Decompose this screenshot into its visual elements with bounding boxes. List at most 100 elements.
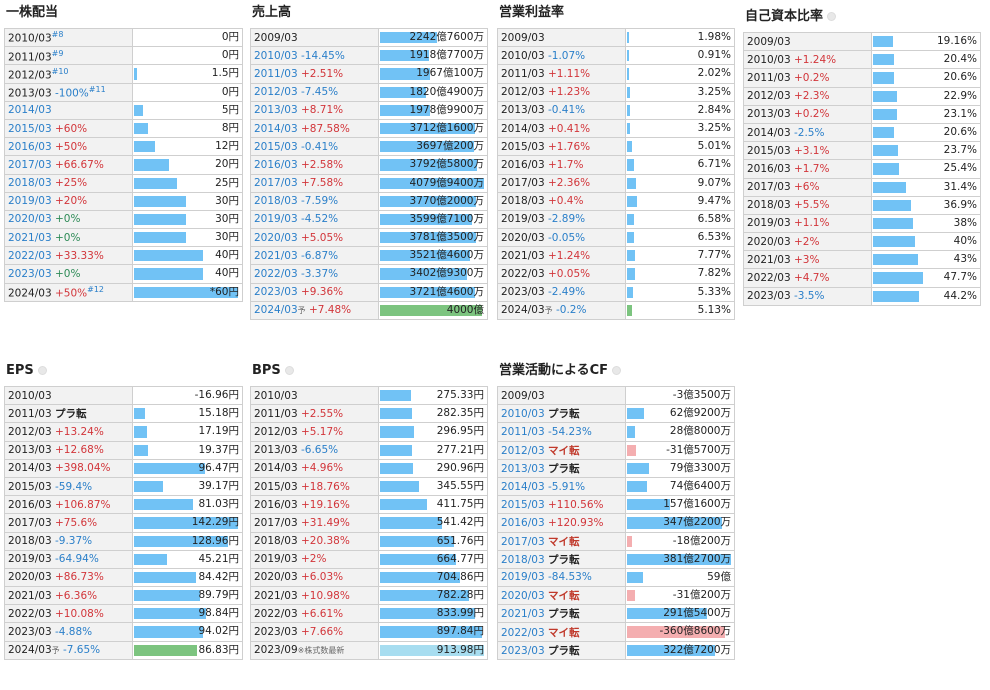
value-bar <box>627 195 637 207</box>
row-value: -360億8600万 <box>659 625 731 638</box>
row-label: 2014/03 -5.91% <box>497 476 626 497</box>
row-year[interactable]: 2014/03 <box>501 480 545 493</box>
table-row: 2019/03 -64.94% 45.21円 <box>4 549 243 569</box>
row-change: -6.65% <box>300 444 339 457</box>
table-row: 2017/03 +31.49% 541.42円 <box>250 513 488 533</box>
row-year[interactable]: 2020/03 <box>254 231 298 244</box>
table-row: 2024/03 +50%#12 *60円 <box>4 282 243 302</box>
table-row: 2020/03 +86.73% 84.42円 <box>4 567 243 588</box>
table-row: 2020/03 +5.05% 3781億3500万 <box>250 228 488 248</box>
info-icon[interactable] <box>612 366 622 375</box>
row-label: 2011/03#9 <box>4 46 133 66</box>
row-year[interactable]: 2016/03 <box>8 140 52 153</box>
row-year: 2015/03 <box>8 480 52 493</box>
footnote-link[interactable]: #10 <box>51 66 69 76</box>
row-year[interactable]: 2022/03 <box>254 268 298 281</box>
row-year[interactable]: 2015/03 <box>501 498 545 511</box>
row-value: 9.47% <box>697 194 731 207</box>
row-year[interactable]: 2010/03 <box>254 49 298 62</box>
info-icon[interactable] <box>37 366 47 375</box>
row-value-cell: 30円 <box>132 228 243 248</box>
row-label: 2012/03 +5.17% <box>250 422 379 442</box>
table-row: 2014/03 +87.58% 3712億1600万 <box>250 118 488 139</box>
row-value: 20.6% <box>943 71 977 84</box>
row-year[interactable]: 2021/03 <box>501 608 545 621</box>
row-year[interactable]: 2021/03 <box>8 231 52 244</box>
row-year[interactable]: 2012/03 <box>254 86 298 99</box>
row-year[interactable]: 2024/03 <box>254 304 298 317</box>
row-year[interactable]: 2013/03 <box>254 104 298 117</box>
row-year[interactable]: 2017/03 <box>8 158 52 171</box>
table-row: 2024/03予 -7.65% 86.83円 <box>4 640 243 660</box>
row-year[interactable]: 2015/03 <box>8 122 52 135</box>
row-label: 2010/03 プラ転 <box>497 404 626 424</box>
row-year[interactable]: 2020/03 <box>501 590 545 603</box>
info-icon[interactable] <box>284 366 294 375</box>
row-value: 322億7200万 <box>663 643 731 656</box>
row-value-cell: 2.02% <box>625 64 735 84</box>
table-row: 2016/03 +106.87% 81.03円 <box>4 495 243 515</box>
row-value-cell: 3402億9300万 <box>378 264 488 284</box>
footnote-link[interactable]: #11 <box>88 84 106 94</box>
info-icon[interactable] <box>827 12 837 21</box>
panel-table: 2009/03 2242億7600万 2010/03 -14.45% 1918億770… <box>250 27 488 321</box>
value-bar <box>380 480 419 493</box>
row-year[interactable]: 2017/03 <box>254 177 298 190</box>
row-year[interactable]: 2019/03 <box>501 571 545 584</box>
row-year[interactable]: 2019/03 <box>8 195 52 208</box>
row-year[interactable]: 2013/03 <box>501 462 545 475</box>
panel-equity-ratio: 自己資本比率 2009/03 19.16% 2010/03 +1.24% 20.4% 2… <box>743 8 981 306</box>
row-change: +10.98% <box>300 589 350 602</box>
row-value: 40円 <box>215 267 239 280</box>
row-year[interactable]: 2018/03 <box>501 553 545 566</box>
row-value-cell: 3712億1600万 <box>378 118 488 139</box>
row-change: +2.55% <box>300 407 344 420</box>
row-year[interactable]: 2023/03 <box>254 286 298 299</box>
row-value: 12円 <box>215 140 239 153</box>
table-row: 2016/03 +19.16% 411.75円 <box>250 495 488 515</box>
row-year[interactable]: 2019/03 <box>254 213 298 226</box>
row-year[interactable]: 2022/03 <box>501 626 545 639</box>
row-year[interactable]: 2010/03 <box>501 408 545 421</box>
row-year[interactable]: 2011/03 <box>254 67 298 80</box>
footnote-link[interactable]: #9 <box>51 48 64 58</box>
row-year[interactable]: 2018/03 <box>254 195 298 208</box>
row-year[interactable]: 2012/03 <box>501 444 545 457</box>
row-value-cell: -16.96円 <box>132 385 243 406</box>
table-row: 2022/03 +10.08% 98.84円 <box>4 604 243 624</box>
row-year[interactable]: 2015/03 <box>254 140 298 153</box>
row-value-cell: 5.13% <box>625 300 735 321</box>
row-change: +20.38% <box>300 535 350 548</box>
value-bar <box>380 141 474 153</box>
row-value: 30円 <box>215 212 239 225</box>
row-value: -3億3500万 <box>672 389 731 401</box>
table-row: 2019/03 +20% 30円 <box>4 191 243 211</box>
row-year[interactable]: 2014/03 <box>8 104 52 117</box>
row-year[interactable]: 2021/03 <box>254 249 298 262</box>
row-year[interactable]: 2016/03 <box>501 516 545 529</box>
row-value-cell: 1820億4900万 <box>378 82 488 102</box>
row-value: 4079億9400万 <box>409 176 484 189</box>
row-value-cell: 45.21円 <box>132 549 243 569</box>
row-change: +1.1% <box>793 217 830 230</box>
footnote-link[interactable]: #8 <box>51 30 64 40</box>
value-bar <box>380 195 476 207</box>
row-value: 5.13% <box>697 303 731 316</box>
row-year[interactable]: 2023/03 <box>8 268 52 281</box>
row-year[interactable]: 2022/03 <box>8 249 52 262</box>
row-year[interactable]: 2014/03 <box>254 122 298 135</box>
row-year[interactable]: 2020/03 <box>8 213 52 226</box>
row-label: 2022/03 +4.7% <box>743 268 872 288</box>
footnote-link[interactable]: #12 <box>87 284 104 294</box>
value-bar <box>134 141 155 153</box>
row-year[interactable]: 2018/03 <box>8 177 52 190</box>
row-value-cell: 59億 <box>625 567 735 588</box>
row-value-cell: 39.17円 <box>132 476 243 497</box>
row-label: 2020/03 +6.03% <box>250 567 379 588</box>
row-year[interactable]: 2017/03 <box>501 535 545 548</box>
row-year[interactable]: 2023/03 <box>501 644 545 657</box>
row-label: 2014/03 -2.5% <box>743 122 872 143</box>
row-year[interactable]: 2011/03 <box>501 425 545 438</box>
row-value-cell: 296.95円 <box>378 422 488 442</box>
row-year[interactable]: 2016/03 <box>254 158 298 171</box>
